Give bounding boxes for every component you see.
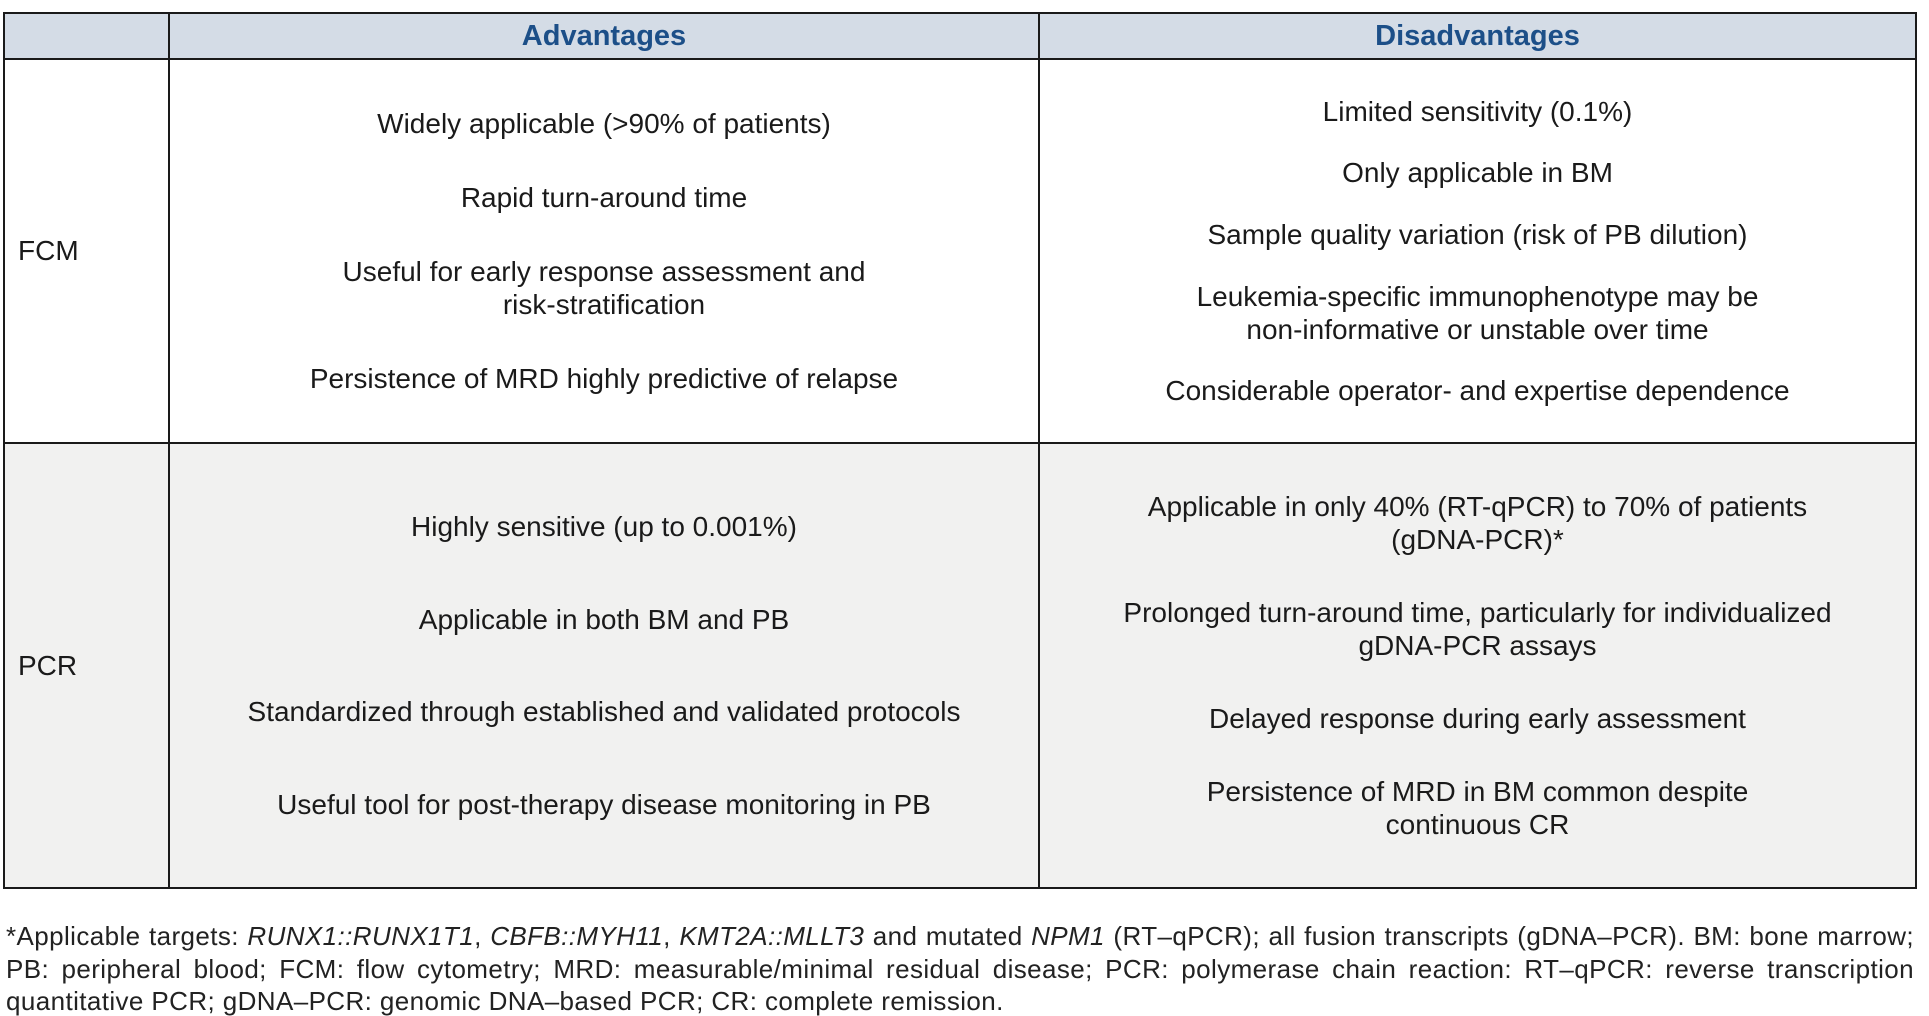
cell-item: Persistence of MRD in BM common despite … [1206, 775, 1749, 840]
header-advantages: Advantages [170, 14, 1038, 58]
fcm-advantages-cell: Widely applicable (>90% of patients) Rapi… [170, 60, 1038, 442]
cell-item: Only applicable in BM [1342, 157, 1613, 189]
cell-item: Considerable operator- and expertise dep… [1165, 375, 1790, 407]
cell-item: Leukemia-specific immunophenotype may be… [1196, 280, 1759, 345]
header-corner-cell [5, 14, 168, 58]
footnote-text: (RT–qPCR); all fusion transcripts (gDNA–… [6, 921, 1915, 1016]
footnote-text: *Applicable targets: [6, 921, 248, 951]
cell-item: Limited sensitivity (0.1%) [1322, 95, 1633, 127]
gene-name: CBFB::MYH11 [490, 921, 664, 951]
fcm-disadvantages-cell: Limited sensitivity (0.1%) Only applicabl… [1040, 60, 1915, 442]
gene-name: KMT2A::MLLT3 [679, 921, 865, 951]
cell-item: Highly sensitive (up to 0.001%) [411, 510, 797, 542]
cell-item: Sample quality variation (risk of PB dil… [1207, 218, 1748, 250]
cell-item: Useful tool for post-therapy disease mon… [277, 789, 931, 821]
footnote-text: , [663, 921, 680, 951]
row-label-fcm: FCM [5, 60, 168, 442]
cell-item: Delayed response during early assessment [1209, 702, 1746, 734]
cell-item: Standardized through established and val… [247, 696, 961, 728]
cell-item: Widely applicable (>90% of patients) [377, 107, 831, 139]
pcr-disadvantages-cell: Applicable in only 40% (RT-qPCR) to 70% … [1040, 444, 1915, 887]
row-label-pcr: PCR [5, 444, 168, 887]
footnote: *Applicable targets: RUNX1::RUNX1T1, CBF… [6, 920, 1914, 1016]
mrd-methods-comparison-table: Advantages Disadvantages FCM Widely appl… [3, 12, 1917, 889]
footnote-text: , [474, 921, 491, 951]
footnote-text: and mutated [864, 921, 1032, 951]
pcr-advantages-cell: Highly sensitive (up to 0.001%) Applicabl… [170, 444, 1038, 887]
cell-item: Prolonged turn-around time, particularly… [1123, 596, 1832, 661]
cell-item: Rapid turn-around time [460, 181, 748, 213]
cell-item: Persistence of MRD highly predictive of … [309, 363, 899, 394]
cell-item: Applicable in both BM and PB [418, 603, 790, 635]
header-disadvantages: Disadvantages [1040, 14, 1915, 58]
cell-item: Useful for early response assessment and… [342, 255, 866, 320]
gene-name: NPM1 [1031, 921, 1105, 951]
cell-item: Applicable in only 40% (RT-qPCR) to 70% … [1147, 490, 1808, 555]
gene-name: RUNX1::RUNX1T1 [247, 921, 475, 951]
